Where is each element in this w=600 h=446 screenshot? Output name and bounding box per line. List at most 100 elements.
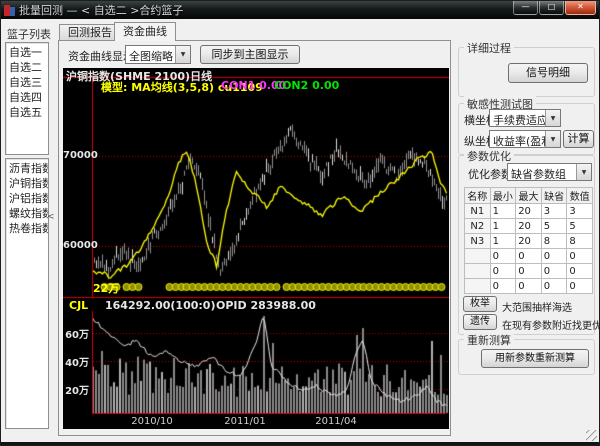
sub-tick-40w: 40万 (65, 358, 89, 369)
con1-value: CON1 0.00 (221, 79, 287, 92)
x-axis-select[interactable]: 手续费适应 ▼ (489, 109, 561, 127)
chevron-down-icon: ▼ (576, 164, 591, 180)
basket-item[interactable]: 自选五 (9, 106, 42, 119)
genetic-button[interactable]: 遗传 (463, 314, 497, 330)
y-axis-value: 收益率(盈利 (493, 135, 553, 148)
param-set-select[interactable]: 缺省参数组 ▼ (507, 163, 592, 181)
param-value-cell[interactable]: 5 (540, 218, 568, 234)
basket-item[interactable]: 自选二 (9, 61, 42, 74)
param-value-cell[interactable]: 8 (540, 233, 568, 249)
param-value-cell[interactable]: 20 (515, 233, 542, 249)
optimize-group-title: 参数优化 (464, 148, 514, 164)
maximize-button[interactable]: □ (539, 1, 564, 15)
optimize-group: 参数优化 优化参数 缺省参数组 ▼ 名称 最小 最大 缺省 数值 N1 1 20 3 3 N2 1 20… (458, 148, 600, 335)
param-value-cell[interactable]: 0 (540, 248, 568, 264)
param-value-cell[interactable]: 0 (566, 278, 593, 294)
param-value-cell[interactable]: 0 (489, 248, 517, 264)
param-value-cell[interactable]: 0 (515, 278, 542, 294)
sub-chart-symbol: CJL (69, 299, 89, 312)
display-mode-value: 全图缩略 (129, 50, 173, 63)
param-value-cell[interactable]: 0 (489, 263, 517, 279)
param-value-cell[interactable]: 20 (515, 218, 542, 234)
param-table-header: 最大 (515, 187, 542, 204)
param-name-cell: N2 (464, 218, 491, 234)
sub-chart-opid: OPID 283988.00 (216, 299, 316, 312)
param-value-cell[interactable]: 0 (540, 278, 568, 294)
table-row: N3 1 20 8 8 (464, 233, 593, 249)
enum-button[interactable]: 枚举 (463, 296, 497, 312)
price-equity-chart: 沪铜指数(SHME 2100)日线 模型: MA均线(3,5,8) cu1109… (63, 68, 449, 429)
param-value-cell[interactable]: 0 (515, 248, 542, 264)
minimize-button[interactable]: — (513, 1, 538, 15)
detail-group-title: 详细过程 (464, 40, 514, 56)
param-set-value: 缺省参数组 (511, 168, 566, 181)
window-bottom-border (1, 442, 599, 445)
x-tick-2011-01: 2011/01 (224, 416, 266, 427)
param-table-header: 缺省 (540, 187, 568, 204)
param-table-header: 名称 (464, 187, 491, 204)
param-value-cell[interactable]: 0 (515, 263, 542, 279)
param-table: 名称 最小 最大 缺省 数值 N1 1 20 3 3 N2 1 20 5 5 N3 1 20 8 8 0 0 0 0 0 0 0 0 0… (464, 187, 593, 294)
param-value-cell[interactable]: 1 (489, 203, 517, 219)
index-listbox[interactable]: 沥青指数沪铜指数沪铝指数螺纹指数热卷指数 (5, 158, 49, 429)
equity-display-label: 资金曲线显示 (68, 50, 134, 63)
param-value-cell[interactable]: 0 (566, 248, 593, 264)
sub-chart-value: 164292.00(100:0) (105, 299, 216, 312)
index-item[interactable]: 沪铝指数 (9, 192, 49, 205)
index-item[interactable]: 热卷指数 (9, 222, 49, 235)
recalc-button[interactable]: 用新参数重新测算 (481, 349, 589, 368)
con2-value: CON2 0.00 (274, 79, 340, 92)
param-value-cell[interactable]: 3 (540, 203, 568, 219)
param-value-cell[interactable]: 1 (489, 233, 517, 249)
calc-button[interactable]: 计算 (563, 130, 594, 148)
recalc-group: 重新测算 用新参数重新测算 (458, 332, 595, 375)
y-tick-70000: 70000 (63, 150, 98, 161)
optimize-param-label: 优化参数 (468, 168, 512, 181)
chevron-down-icon: ▼ (175, 46, 190, 63)
y-axis-select[interactable]: 收益率(盈利 ▼ (489, 130, 561, 148)
param-value-cell[interactable]: 0 (489, 278, 517, 294)
tab-report[interactable]: 回测报告 (59, 24, 121, 41)
enum-desc: 大范围抽样海选 (502, 303, 572, 314)
param-value-cell[interactable]: 0 (566, 263, 593, 279)
param-value-cell[interactable]: 0 (540, 263, 568, 279)
x-tick-2011-04: 2011/04 (315, 416, 357, 427)
param-name-cell (464, 278, 491, 294)
equity-toolbar: 资金曲线显示 全图缩略 ▼ 同步到主图显示 (59, 41, 450, 67)
window-title: 批量回测 — < 自选二 >合约篮子 (19, 4, 184, 17)
param-value-cell[interactable]: 3 (566, 203, 593, 219)
param-value-cell[interactable]: 1 (489, 218, 517, 234)
basket-item[interactable]: 自选一 (9, 46, 42, 59)
basket-item[interactable]: 自选四 (9, 91, 42, 104)
chart-canvas[interactable] (63, 68, 449, 429)
genetic-desc: 在现有参数附近找更优 (502, 321, 600, 332)
basket-listbox[interactable]: 自选一自选二自选三自选四自选五 (5, 42, 49, 155)
sync-to-main-button[interactable]: 同步到主图显示 (200, 45, 300, 64)
equity-value-label: 22万 (93, 282, 120, 295)
signal-detail-button[interactable]: 信号明细 (508, 63, 588, 83)
app-icon (4, 4, 15, 16)
basket-list-header: 篮子列表 (7, 28, 51, 41)
param-value-cell[interactable]: 5 (566, 218, 593, 234)
index-item[interactable]: 沥青指数 (9, 162, 49, 175)
tab-equity[interactable]: 资金曲线 (114, 22, 176, 41)
y-tick-60000: 60000 (63, 240, 98, 251)
resize-grip[interactable] (586, 430, 597, 441)
sensitivity-group-title: 敏感性测试图 (464, 96, 536, 112)
index-item[interactable]: 沪铜指数 (9, 177, 49, 190)
close-button[interactable]: ✕ (565, 1, 596, 15)
sidebar-collapse-arrow[interactable]: < (47, 212, 55, 222)
basket-item[interactable]: 自选三 (9, 76, 42, 89)
display-mode-select[interactable]: 全图缩略 ▼ (125, 45, 191, 64)
param-value-cell[interactable]: 20 (515, 203, 542, 219)
recalc-group-title: 重新测算 (464, 332, 514, 348)
param-name-cell (464, 248, 491, 264)
index-item[interactable]: 螺纹指数 (9, 207, 49, 220)
right-panel: 详细过程 信号明细 敏感性测试图 横坐标 手续费适应 ▼ 纵坐标 收益率(盈利 … (456, 19, 600, 443)
chevron-down-icon: ▼ (545, 110, 560, 126)
sub-tick-20w: 20万 (65, 386, 89, 397)
param-value-cell[interactable]: 8 (566, 233, 593, 249)
